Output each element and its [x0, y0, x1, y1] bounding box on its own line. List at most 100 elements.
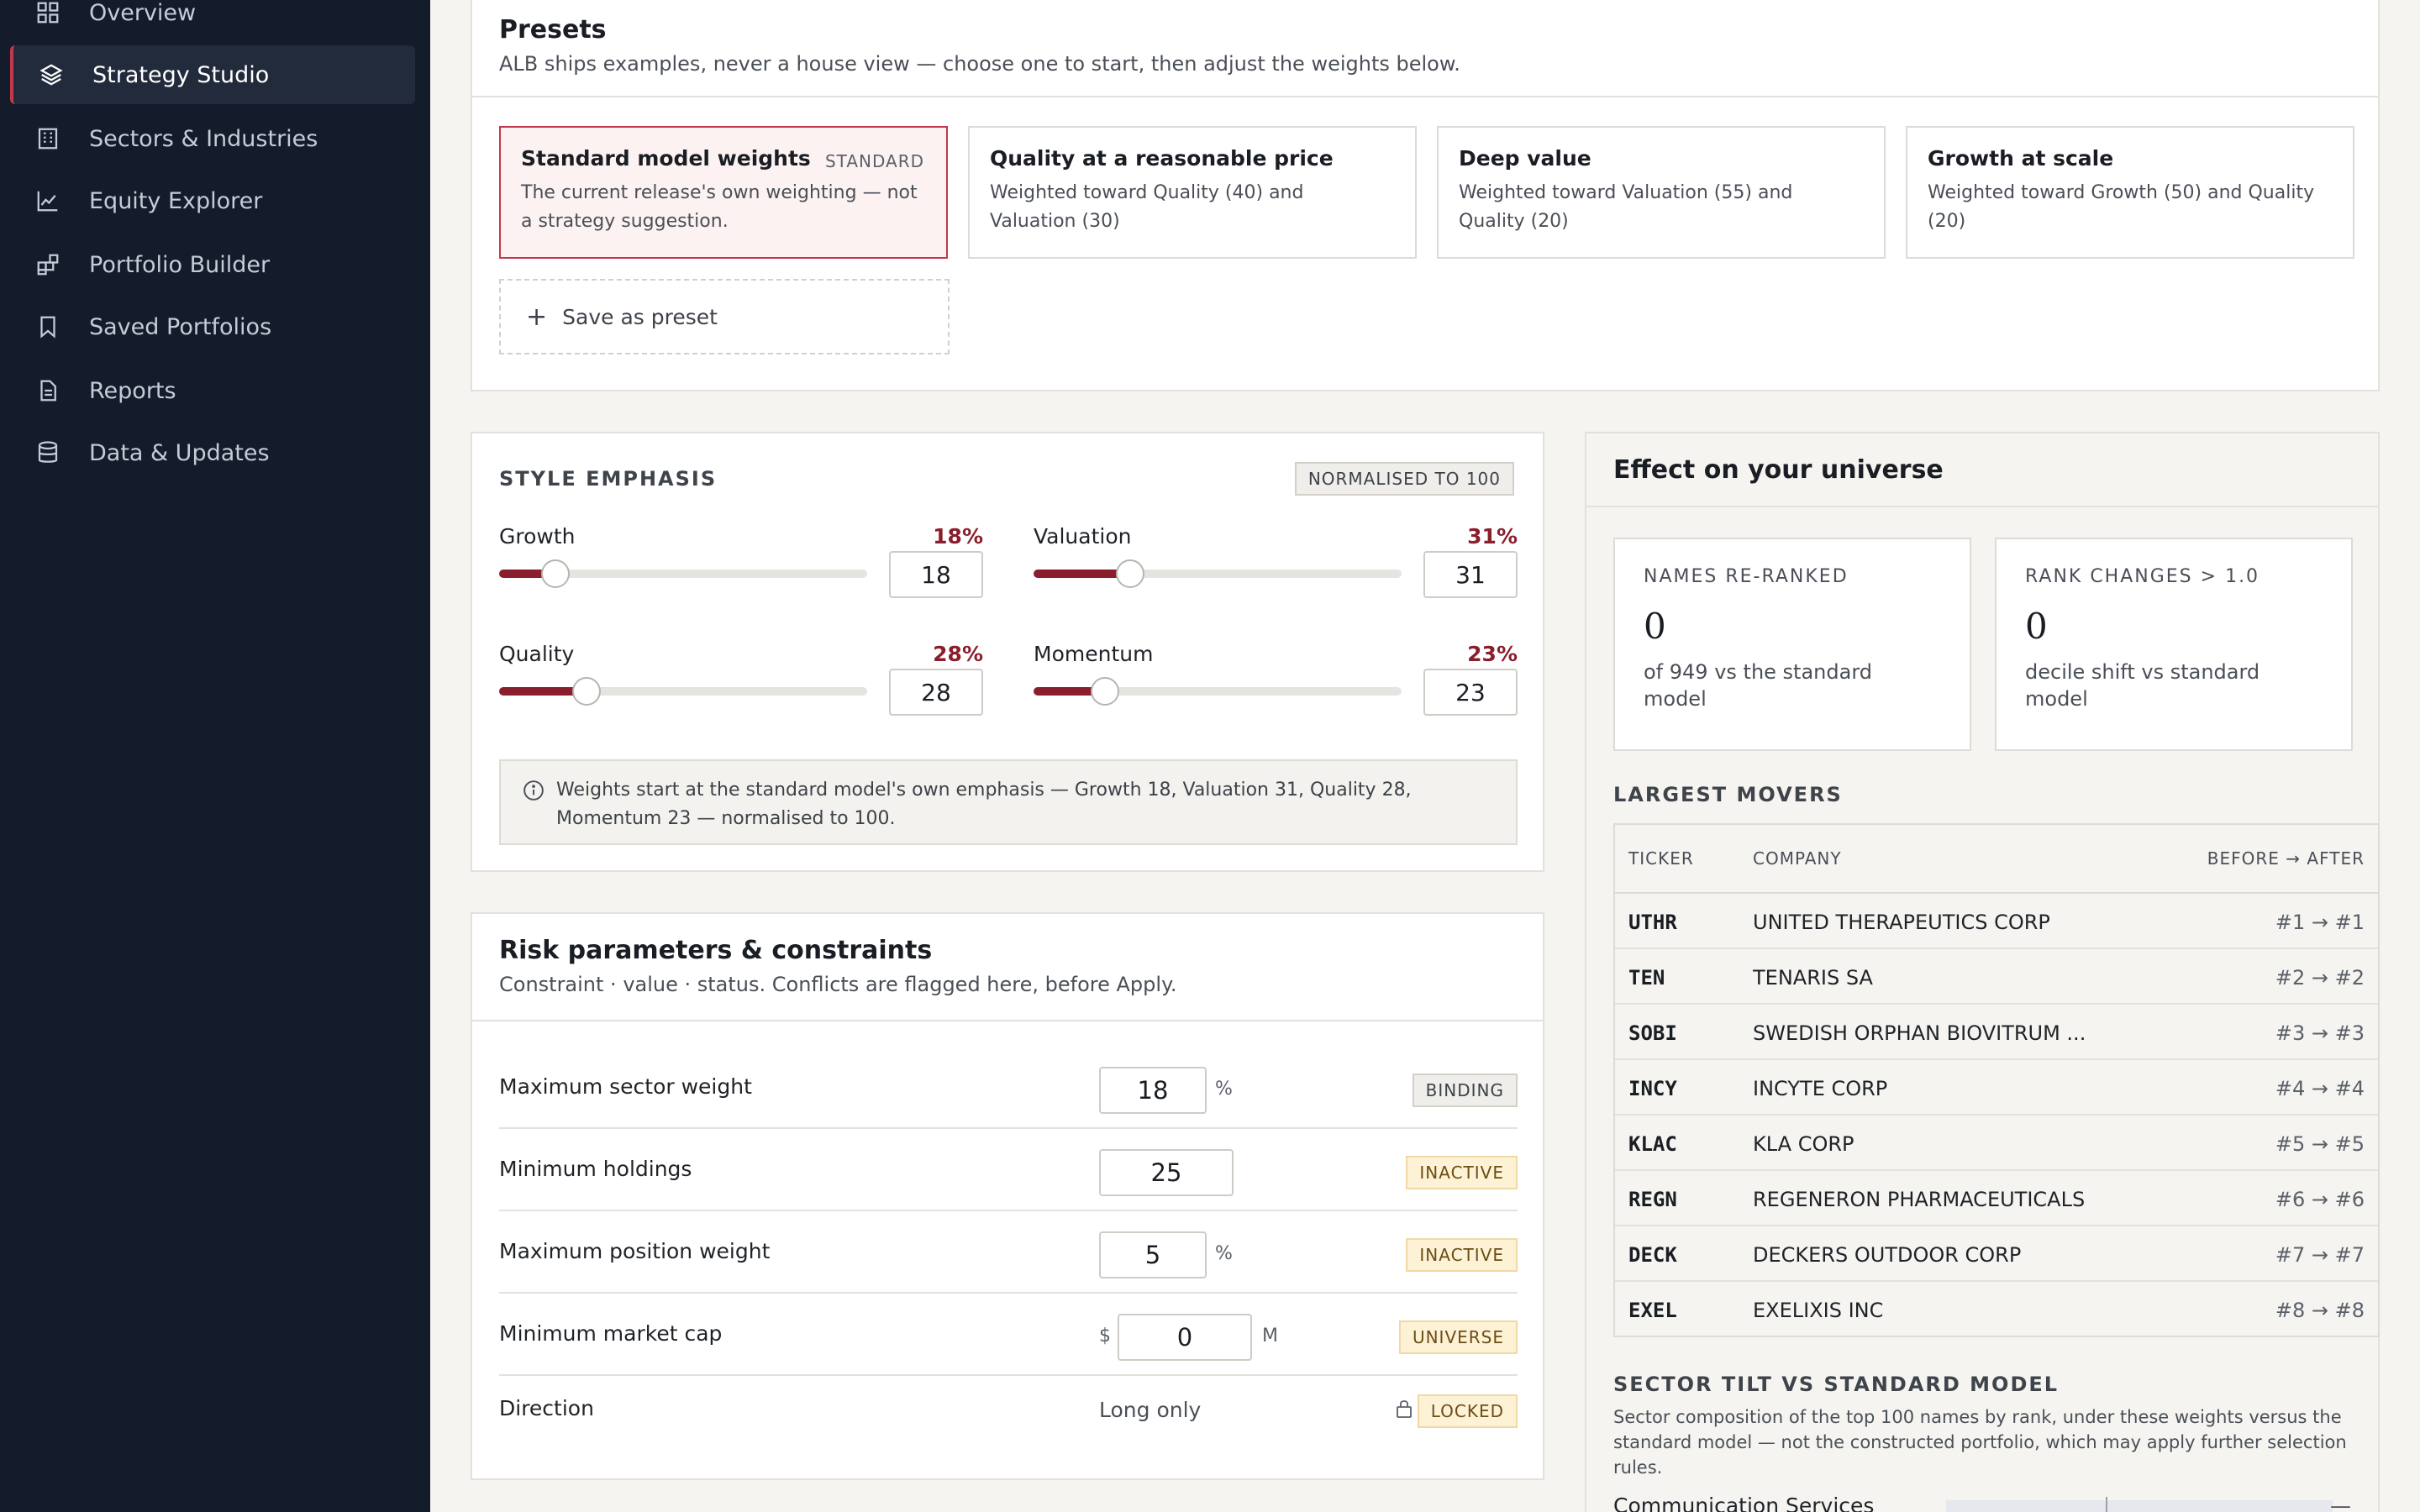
sidebar-item-reports[interactable]: Reports: [10, 361, 415, 420]
style-emphasis-title: STYLE EMPHASIS: [499, 467, 718, 491]
info-icon: [523, 780, 544, 801]
slider-track[interactable]: [1034, 677, 1402, 706]
style-emphasis-card: STYLE EMPHASIS NORMALISED TO 100 Growth …: [471, 432, 1544, 872]
status-badge: INACTIVE: [1406, 1156, 1518, 1189]
preset-title: Quality at a reasonable price: [990, 146, 1334, 171]
bookmark-icon: [35, 314, 60, 339]
column-before-after: BEFORE → AFTER: [2207, 848, 2365, 869]
stat-rank-changes: RANK CHANGES > 1.0 0 decile shift vs sta…: [1995, 538, 2353, 751]
preset-growth-at-scale[interactable]: Growth at scale Weighted toward Growth (…: [1906, 126, 2354, 259]
preset-title: Standard model weights: [521, 146, 811, 171]
sector-tilt-title: SECTOR TILT VS STANDARD MODEL: [1613, 1373, 2060, 1396]
rank-change: #5 → #5: [2275, 1132, 2365, 1156]
unit-label: %: [1215, 1079, 1233, 1100]
slider-thumb[interactable]: [1091, 677, 1119, 706]
preset-desc: Weighted toward Valuation (55) and Quali…: [1459, 182, 1793, 232]
baseline-marker: [2106, 1497, 2107, 1512]
min-market-cap-input[interactable]: 0: [1118, 1314, 1252, 1361]
sidebar-item-equity-explorer[interactable]: Equity Explorer: [10, 171, 415, 230]
unit-label: M: [1262, 1326, 1278, 1347]
stat-value: 0: [1644, 606, 1666, 647]
effect-title: Effect on your universe: [1613, 455, 1944, 485]
weight-input[interactable]: 31: [1423, 551, 1518, 598]
status-badge: UNIVERSE: [1398, 1320, 1518, 1354]
weight-input[interactable]: 28: [889, 669, 983, 716]
constraint-direction: Direction Long only LOCKED: [499, 1376, 1518, 1458]
rank-change: #2 → #2: [2275, 966, 2365, 990]
sidebar-item-portfolio-builder[interactable]: Portfolio Builder: [10, 235, 415, 294]
presets-title: Presets: [499, 15, 607, 45]
building-icon: [35, 126, 60, 151]
preset-badge: STANDARD: [824, 151, 924, 171]
min-holdings-input[interactable]: 25: [1099, 1149, 1234, 1196]
weight-input[interactable]: 18: [889, 551, 983, 598]
sidebar-item-overview[interactable]: Overview: [10, 0, 415, 42]
slider-label: Growth: [499, 524, 576, 549]
slider-valuation: Valuation 31% 31: [1034, 524, 1518, 625]
slider-fill: [1034, 687, 1105, 696]
largest-movers-title: LARGEST MOVERS: [1613, 783, 1843, 806]
table-row[interactable]: EXEL EXELIXIS INC #8 → #8: [1615, 1282, 2378, 1337]
unit-label: %: [1215, 1243, 1233, 1264]
sidebar-item-label: Portfolio Builder: [89, 251, 271, 278]
status-badge: INACTIVE: [1406, 1238, 1518, 1272]
slider-track[interactable]: [499, 677, 867, 706]
table-header: TICKER COMPANY BEFORE → AFTER: [1615, 825, 2378, 894]
status-badge: BINDING: [1412, 1074, 1518, 1107]
stat-desc: decile shift vs standard model: [2025, 660, 2260, 711]
table-row[interactable]: REGN REGENERON PHARMACEUTICALS #6 → #6: [1615, 1171, 2378, 1226]
ticker: DECK: [1628, 1243, 1677, 1267]
slider-fill: [1034, 570, 1130, 578]
slider-track[interactable]: [1034, 559, 1402, 588]
table-row[interactable]: KLAC KLA CORP #5 → #5: [1615, 1116, 2378, 1171]
slider-growth: Growth 18% 18: [499, 524, 983, 625]
layers-icon: [39, 62, 64, 87]
sector-tilt-desc: Sector composition of the top 100 names …: [1613, 1407, 2347, 1478]
weight-input[interactable]: 23: [1423, 669, 1518, 716]
table-row[interactable]: INCY INCYTE CORP #4 → #4: [1615, 1060, 2378, 1116]
risk-subtitle: Constraint · value · status. Conflicts a…: [499, 973, 1177, 996]
constraint-min-market-cap: Minimum market cap $ 0 M UNIVERSE: [499, 1294, 1518, 1376]
constraint-max-position-weight: Maximum position weight 5 % INACTIVE: [499, 1211, 1518, 1294]
rank-change: #3 → #3: [2275, 1021, 2365, 1045]
table-row[interactable]: SOBI SWEDISH ORPHAN BIOVITRUM ... #3 → #…: [1615, 1005, 2378, 1060]
sidebar-item-data-updates[interactable]: Data & Updates: [10, 423, 415, 482]
direction-value: Long only: [1099, 1398, 1202, 1422]
table-row[interactable]: DECK DECKERS OUTDOOR CORP #7 → #7: [1615, 1226, 2378, 1282]
slider-percent: 23%: [1467, 642, 1518, 666]
save-preset-label: Save as preset: [562, 304, 718, 329]
max-sector-weight-input[interactable]: 18: [1099, 1067, 1207, 1114]
table-row[interactable]: TEN TENARIS SA #2 → #2: [1615, 949, 2378, 1005]
rank-change: #7 → #7: [2275, 1243, 2365, 1267]
preset-deep-value[interactable]: Deep value Weighted toward Valuation (55…: [1437, 126, 1886, 259]
preset-standard[interactable]: Standard model weights STANDARD The curr…: [499, 126, 948, 259]
slider-thumb[interactable]: [1116, 559, 1144, 588]
grid-icon: [35, 0, 60, 25]
presets-card: Presets ALB ships examples, never a hous…: [471, 0, 2380, 391]
ticker: KLAC: [1628, 1132, 1677, 1156]
save-preset-button[interactable]: + Save as preset: [499, 279, 950, 354]
sidebar-item-saved-portfolios[interactable]: Saved Portfolios: [10, 297, 415, 356]
effect-card: Effect on your universe NAMES RE-RANKED …: [1585, 432, 2380, 1512]
slider-thumb[interactable]: [572, 677, 601, 706]
slider-track[interactable]: [499, 559, 867, 588]
company: REGENERON PHARMACEUTICALS: [1753, 1188, 2086, 1211]
sidebar-item-sectors[interactable]: Sectors & Industries: [10, 109, 415, 168]
slider-percent: 31%: [1467, 524, 1518, 549]
info-text: Weights start at the standard model's ow…: [556, 780, 1412, 829]
table-row[interactable]: UTHR UNITED THERAPEUTICS CORP #1 → #1: [1615, 894, 2378, 949]
sidebar-item-strategy-studio[interactable]: Strategy Studio: [10, 45, 415, 104]
weights-info-note: Weights start at the standard model's ow…: [499, 759, 1518, 845]
effect-header: Effect on your universe: [1586, 433, 2378, 507]
slider-thumb[interactable]: [541, 559, 570, 588]
slider-label: Momentum: [1034, 642, 1154, 666]
ticker: REGN: [1628, 1188, 1677, 1211]
sector-tilt-bar: [1946, 1497, 2333, 1512]
slider-quality: Quality 28% 28: [499, 642, 983, 743]
ticker: EXEL: [1628, 1299, 1677, 1322]
preset-desc: Weighted toward Growth (50) and Quality …: [1928, 182, 2315, 232]
preset-quality-reasonable-price[interactable]: Quality at a reasonable price Weighted t…: [968, 126, 1417, 259]
slider-percent: 18%: [933, 524, 983, 549]
max-position-weight-input[interactable]: 5: [1099, 1231, 1207, 1278]
company: TENARIS SA: [1753, 966, 1873, 990]
